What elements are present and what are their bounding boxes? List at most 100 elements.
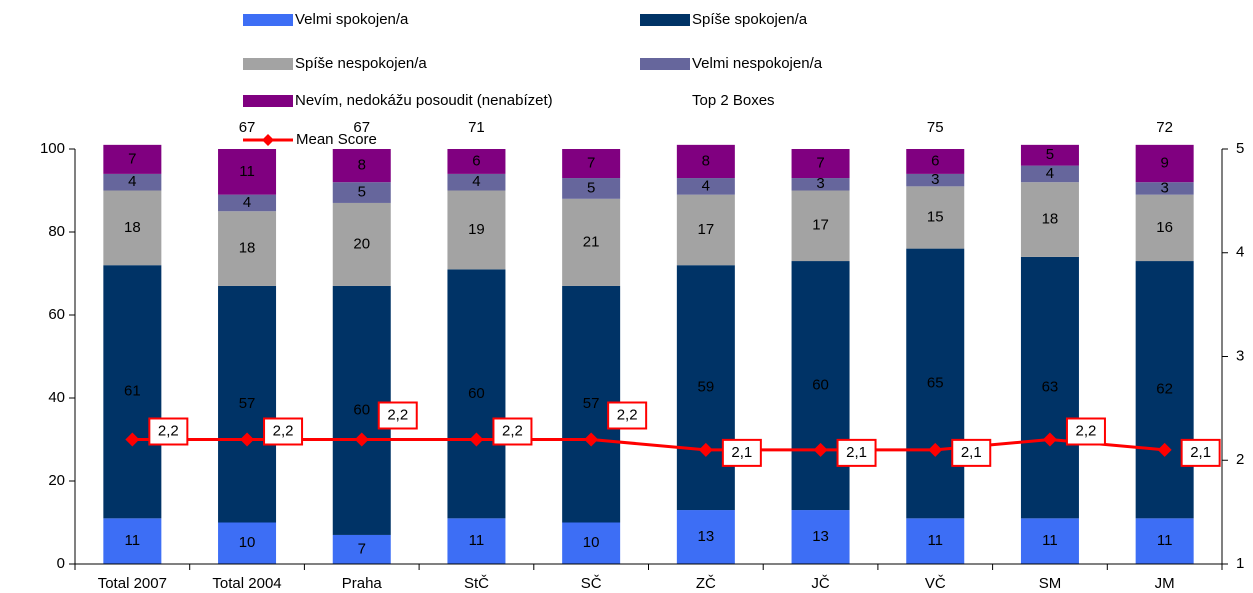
top-boxes-label: 75	[927, 119, 944, 136]
bar-segment	[103, 265, 162, 519]
top-boxes-label: 72	[1156, 119, 1173, 136]
mean-score-label: 2,2	[158, 422, 179, 439]
bar-label: 4	[243, 194, 251, 211]
mean-score-label: 2,2	[273, 422, 294, 439]
bar-segment	[791, 261, 850, 511]
legend-swatch	[243, 14, 293, 26]
bar-label: 4	[472, 173, 480, 190]
mean-score-label-box	[836, 438, 877, 467]
bar-segment	[676, 265, 735, 511]
bar-label: 3	[931, 171, 939, 188]
bar-segment	[447, 173, 506, 191]
bar-segment	[676, 194, 735, 266]
top-boxes-label: 71	[468, 119, 485, 136]
bar-segment	[332, 182, 391, 203]
mean-score-label-box	[492, 417, 533, 446]
legend-label: Velmi spokojen/a	[295, 11, 409, 28]
y-tick-label: 100	[40, 140, 65, 157]
bar-segment	[447, 518, 506, 564]
mean-score-marker	[698, 442, 713, 457]
bar-segment	[791, 149, 850, 179]
bar-segment	[1135, 182, 1194, 195]
mean-score-marker	[584, 432, 599, 447]
bar-segment	[1135, 194, 1194, 262]
y2-tick-label: 5	[1236, 140, 1244, 157]
bar-label: 13	[698, 528, 715, 545]
bar-segment	[791, 178, 850, 191]
legend-label: Spíše spokojen/a	[692, 11, 808, 28]
bar-label: 61	[124, 383, 141, 400]
x-tick-label: JM	[1155, 575, 1175, 592]
bar-label: 4	[1046, 165, 1054, 182]
legend-swatch	[243, 95, 293, 107]
bar-label: 17	[812, 217, 829, 234]
bar-segment	[218, 194, 277, 212]
bar-label: 8	[702, 152, 710, 169]
y2-tick-label: 4	[1236, 244, 1244, 261]
mean-score-label: 2,2	[387, 406, 408, 423]
legend-swatch	[243, 58, 293, 70]
bar-segment	[562, 522, 621, 564]
x-tick-label: SM	[1039, 575, 1062, 592]
mean-score-marker	[928, 442, 943, 457]
bar-segment	[1020, 165, 1079, 183]
bar-label: 60	[468, 385, 485, 402]
bar-segment	[447, 190, 506, 270]
legend-label: Velmi nespokojen/a	[692, 55, 823, 72]
bar-segment	[103, 144, 162, 174]
bar-label: 62	[1156, 381, 1173, 398]
bar-label: 3	[1160, 179, 1168, 196]
bar-segment	[906, 186, 965, 249]
bar-segment	[791, 190, 850, 262]
legend-swatch	[640, 58, 690, 70]
mean-score-label-box	[377, 401, 418, 430]
bar-segment	[1020, 182, 1079, 257]
bar-segment	[906, 173, 965, 187]
legend-label: Mean Score	[296, 131, 377, 148]
bar-label: 11	[927, 532, 943, 549]
y2-tick-label: 1	[1236, 555, 1244, 572]
y2-tick-label: 3	[1236, 347, 1244, 364]
bar-label: 60	[812, 377, 829, 394]
mean-score-marker	[1157, 442, 1172, 457]
bar-label: 63	[1042, 379, 1059, 396]
bar-segment	[906, 149, 965, 174]
bar-label: 21	[583, 233, 600, 250]
bar-segment	[332, 534, 391, 564]
bar-label: 10	[239, 534, 256, 551]
bar-segment	[906, 518, 965, 564]
mean-score-marker	[469, 432, 484, 447]
bar-label: 7	[358, 540, 366, 557]
bar-segment	[447, 269, 506, 519]
bar-label: 11	[1042, 532, 1058, 549]
legend-label: Spíše nespokojen/a	[295, 55, 427, 72]
mean-score-line	[132, 437, 1165, 452]
bar-segment	[562, 198, 621, 286]
mean-score-label-box	[1065, 417, 1106, 446]
mean-score-marker	[125, 432, 140, 447]
bar-label: 57	[583, 395, 600, 412]
bar-segment	[218, 285, 277, 523]
mean-score-label: 2,1	[846, 444, 867, 461]
mean-score-label: 2,2	[1076, 422, 1097, 439]
mean-score-label-box	[263, 417, 304, 446]
mean-score-label-box	[721, 438, 762, 467]
bar-segment	[332, 202, 391, 286]
y-tick-label: 0	[57, 555, 65, 572]
mean-score-label-box	[607, 401, 648, 430]
bar-label: 65	[927, 374, 944, 391]
bar-segment	[218, 211, 277, 286]
bar-label: 5	[587, 179, 595, 196]
mean-score-marker	[354, 432, 369, 447]
mean-score-label-box	[1180, 438, 1221, 467]
y-tick-label: 60	[48, 306, 65, 323]
bar-segment	[1020, 144, 1079, 166]
mean-score-marker	[240, 432, 255, 447]
y-tick-label: 40	[48, 389, 65, 406]
mean-score-label: 2,2	[502, 422, 523, 439]
y-tick-label: 80	[48, 223, 65, 240]
bar-label: 17	[698, 221, 715, 238]
top-boxes-label: 67	[239, 119, 256, 136]
legend-swatch	[640, 14, 690, 26]
y-tick-label: 20	[48, 472, 65, 489]
